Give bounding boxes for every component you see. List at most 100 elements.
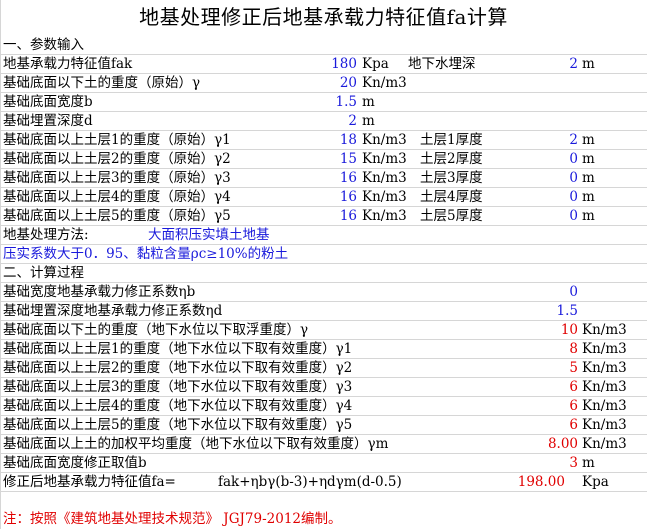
row-eta-b: 基础宽度地基承载力修正系数ηb 0 (0, 283, 647, 302)
layer-gamma-cell[interactable]: 18 (339, 132, 357, 148)
thickness-cell[interactable]: 0 (569, 208, 578, 224)
unit: m (582, 132, 595, 148)
eta-b-value: 0 (569, 284, 578, 300)
layer-gamma-cell[interactable]: 16 (339, 170, 357, 186)
row-b-used: 基础底面宽度修正取值b 3 m (0, 454, 647, 473)
method-dropdown[interactable]: 大面积压实填土地基 (148, 227, 270, 243)
section-header-inputs: 一、参数输入 (0, 36, 647, 55)
calc-value: 8 (569, 341, 578, 357)
row-fa: 修正后地基承载力特征值fa= fak+ηbγ(b-3)+ηdγm(d-0.5) … (0, 473, 647, 492)
row-gamma-below: 基础底面以下土的重度（地下水位以下取浮重度）γ 10 Kn/m3 (0, 321, 647, 340)
layer-gamma-cell[interactable]: 15 (339, 151, 357, 167)
label: 基础底面以上土层2的重度（原始）γ2 (3, 151, 231, 167)
calc-value: 10 (560, 322, 578, 338)
calc-value: 5 (569, 360, 578, 376)
label: 基础底面以上土的加权平均重度（地下水位以下取有效重度）γm (3, 436, 389, 452)
layer-gamma-cell[interactable]: 16 (339, 189, 357, 205)
fa-formula: fak+ηbγ(b-3)+ηdγm(d-0.5) (218, 474, 402, 490)
row-eff3: 基础底面以上土层3的重度（地下水位以下取有效重度）γ3 6 Kn/m3 (0, 378, 647, 397)
unit: Kn/m3 (362, 189, 407, 205)
row-layer5: 基础底面以上土层5的重度（原始）γ5 16 Kn/m3 土层5厚度 0 m (0, 207, 647, 226)
b-value-cell[interactable]: 1.5 (335, 94, 357, 110)
groundwater-label: 地下水埋深 (408, 56, 476, 72)
gamma-value-cell[interactable]: 20 (339, 75, 357, 91)
thickness-label: 土层1厚度 (420, 132, 483, 148)
row-eff4: 基础底面以上土层4的重度（地下水位以下取有效重度）γ4 6 Kn/m3 (0, 397, 647, 416)
label: 修正后地基承载力特征值fa= (3, 474, 176, 490)
label: 基础底面以上土层1的重度（原始）γ1 (3, 132, 231, 148)
eta-d-value: 1.5 (556, 303, 578, 319)
label: 基础埋置深度d (3, 113, 93, 129)
row-fak: 地基承载力特征值fak 180 Kpa 地下水埋深 2 m (0, 55, 647, 74)
row-method: 地基处理方法: 大面积压实填土地基 (0, 226, 647, 245)
row-layer4: 基础底面以上土层4的重度（原始）γ4 16 Kn/m3 土层4厚度 0 m (0, 188, 647, 207)
unit: m (582, 56, 595, 72)
unit: Kn/m3 (582, 322, 627, 338)
calc-value: 8.00 (547, 436, 578, 452)
row-layer3: 基础底面以上土层3的重度（原始）γ3 16 Kn/m3 土层3厚度 0 m (0, 169, 647, 188)
label: 基础底面以上土层2的重度（地下水位以下取有效重度）γ2 (3, 360, 353, 376)
row-b: 基础底面宽度b 1.5 m (0, 93, 647, 112)
unit: Kn/m3 (582, 436, 627, 452)
section-header-calc: 二、计算过程 (0, 264, 647, 283)
unit: Kn/m3 (582, 398, 627, 414)
row-note: 注：按照《建筑地基处理技术规范》 JGJ79-2012编制。 (0, 510, 647, 528)
unit: Kpa (582, 474, 609, 490)
thickness-cell[interactable]: 2 (569, 132, 578, 148)
row-eff2: 基础底面以上土层2的重度（地下水位以下取有效重度）γ2 5 Kn/m3 (0, 359, 647, 378)
thickness-cell[interactable]: 0 (569, 170, 578, 186)
unit: m (582, 189, 595, 205)
unit: m (582, 151, 595, 167)
label: 基础底面以上土层5的重度（原始）γ5 (3, 208, 231, 224)
unit: m (362, 94, 375, 110)
unit: Kn/m3 (362, 170, 407, 186)
section-label: 一、参数输入 (3, 37, 84, 53)
label: 基础宽度地基承载力修正系数ηb (3, 284, 196, 300)
unit: Kn/m3 (362, 75, 407, 91)
label: 基础底面以下土的重度（原始）γ (3, 75, 201, 91)
label: 基础底面宽度b (3, 94, 93, 110)
label: 基础底面以上土层3的重度（原始）γ3 (3, 170, 231, 186)
row-gamma: 基础底面以下土的重度（原始）γ 20 Kn/m3 (0, 74, 647, 93)
label: 基础底面以上土层4的重度（原始）γ4 (3, 189, 231, 205)
row-method-note: 压实系数大于0．95、黏粒含量ρc≥10%的粉土 (0, 245, 647, 264)
label: 基础底面以上土层5的重度（地下水位以下取有效重度）γ5 (3, 417, 353, 433)
label: 基础埋置深度地基承载力修正系数ηd (3, 303, 223, 319)
thickness-cell[interactable]: 0 (569, 189, 578, 205)
row-eta-d: 基础埋置深度地基承载力修正系数ηd 1.5 (0, 302, 647, 321)
thickness-cell[interactable]: 0 (569, 151, 578, 167)
unit: m (582, 208, 595, 224)
calc-value: 6 (569, 417, 578, 433)
label: 地基承载力特征值fak (3, 56, 133, 72)
row-gamma-m: 基础底面以上土的加权平均重度（地下水位以下取有效重度）γm 8.00 Kn/m3 (0, 435, 647, 454)
fak-value-cell[interactable]: 180 (331, 56, 357, 72)
unit: Kn/m3 (362, 151, 407, 167)
unit: Kn/m3 (582, 341, 627, 357)
method-note: 压实系数大于0．95、黏粒含量ρc≥10%的粉土 (3, 246, 289, 262)
row-eff1: 基础底面以上土层1的重度（地下水位以下取有效重度）γ1 8 Kn/m3 (0, 340, 647, 359)
row-layer2: 基础底面以上土层2的重度（原始）γ2 15 Kn/m3 土层2厚度 0 m (0, 150, 647, 169)
unit: Kn/m3 (582, 360, 627, 376)
row-eff5: 基础底面以上土层5的重度（地下水位以下取有效重度）γ5 6 Kn/m3 (0, 416, 647, 435)
row-d: 基础埋置深度d 2 m (0, 112, 647, 131)
unit: m (362, 113, 375, 129)
groundwater-value-cell[interactable]: 2 (569, 56, 578, 72)
thickness-label: 土层5厚度 (420, 208, 483, 224)
label: 基础底面以下土的重度（地下水位以下取浮重度）γ (3, 322, 309, 338)
page-title: 地基处理修正后地基承载力特征值fa计算 (139, 5, 508, 29)
calc-value: 6 (569, 379, 578, 395)
layer-gamma-cell[interactable]: 16 (339, 208, 357, 224)
unit: Kn/m3 (362, 132, 407, 148)
thickness-label: 土层2厚度 (420, 151, 483, 167)
row-layer1: 基础底面以上土层1的重度（原始）γ1 18 Kn/m3 土层1厚度 2 m (0, 131, 647, 150)
calc-value: 3 (569, 455, 578, 471)
fa-result: 198.00 (517, 474, 565, 490)
calc-value: 6 (569, 398, 578, 414)
label: 基础底面以上土层4的重度（地下水位以下取有效重度）γ4 (3, 398, 353, 414)
unit: Kn/m3 (362, 208, 407, 224)
unit: Kn/m3 (582, 379, 627, 395)
unit: Kn/m3 (582, 417, 627, 433)
label: 基础底面以上土层3的重度（地下水位以下取有效重度）γ3 (3, 379, 353, 395)
d-value-cell[interactable]: 2 (348, 113, 357, 129)
